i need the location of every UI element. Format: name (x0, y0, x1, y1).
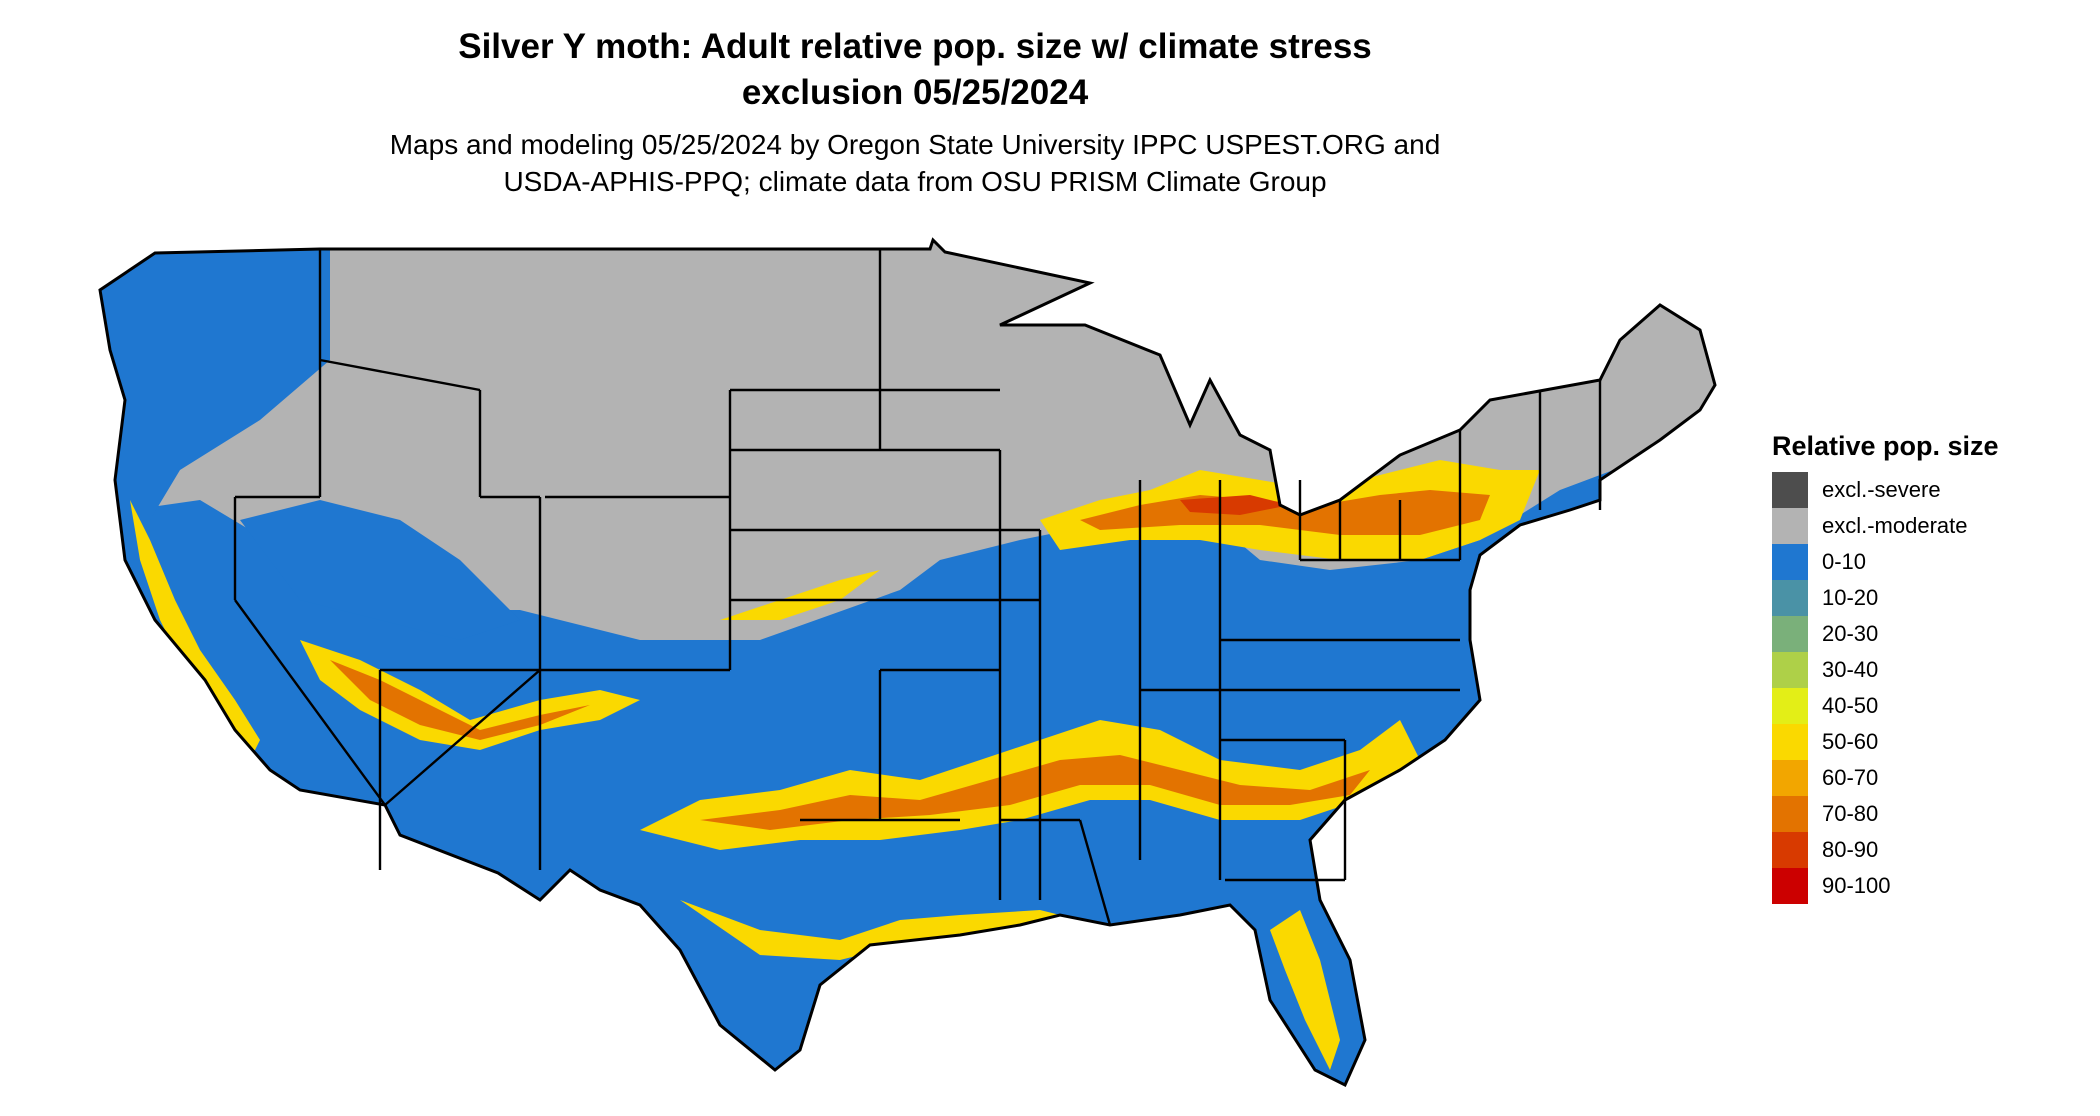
map-subtitle-line-2: USDA-APHIS-PPQ; climate data from OSU PR… (503, 166, 1327, 197)
legend-item: excl.-severe (1772, 472, 2072, 508)
legend-label: 40-50 (1822, 693, 1879, 718)
legend-label: 0-10 (1822, 549, 1867, 574)
legend-label: excl.-severe (1822, 477, 1941, 502)
map-title-line-1: Silver Y moth: Adult relative pop. size … (458, 27, 1372, 66)
pacific-low-zone (100, 250, 330, 520)
legend-item: 80-90 (1772, 832, 2072, 868)
legend-label: 80-90 (1822, 837, 1879, 862)
legend-label: 90-100 (1822, 873, 1891, 898)
basin-low-zone (240, 500, 520, 640)
legend-swatch (1772, 688, 1808, 724)
plains-band-yellow (720, 570, 880, 620)
legend-item: excl.-moderate (1772, 508, 2072, 544)
southern-band-orange (700, 755, 1370, 830)
southwest-band-yellow (300, 640, 640, 750)
legend-label: 60-70 (1822, 765, 1879, 790)
legend-label: excl.-moderate (1822, 513, 1968, 538)
northern-band-red (1180, 495, 1290, 515)
legend-swatch (1772, 472, 1808, 508)
legend-item: 20-30 (1772, 616, 2072, 652)
legend-label: 30-40 (1822, 657, 1879, 682)
southwest-band-orange (330, 660, 590, 740)
legend-items: excl.-severe excl.-moderate 0-10 10-20 20-30… (1772, 472, 2072, 904)
legend-item: 70-80 (1772, 796, 2072, 832)
legend-swatch (1772, 724, 1808, 760)
legend-swatch (1772, 616, 1808, 652)
legend-swatch (1772, 652, 1808, 688)
legend-swatch (1772, 580, 1808, 616)
map-subtitle-line-1: Maps and modeling 05/25/2024 by Oregon S… (389, 129, 1441, 160)
legend-item: 10-20 (1772, 580, 2072, 616)
legend-label: 20-30 (1822, 621, 1879, 646)
legend-item: 30-40 (1772, 652, 2072, 688)
us-map (90, 225, 1760, 1115)
legend-swatch (1772, 868, 1808, 904)
us-map-svg (98, 238, 1717, 1087)
legend-swatch (1772, 760, 1808, 796)
legend-item: 90-100 (1772, 868, 2072, 904)
legend-item: 50-60 (1772, 724, 2072, 760)
state-borders (233, 250, 1602, 926)
legend-title: Relative pop. size (1772, 431, 1999, 461)
gulf-band-yellow (680, 900, 1100, 960)
legend-swatch (1772, 544, 1808, 580)
florida-band-yellow (1270, 910, 1340, 1070)
california-band-yellow (130, 500, 260, 760)
legend-label: 70-80 (1822, 801, 1879, 826)
legend-item: 0-10 (1772, 544, 2072, 580)
legend-label: 10-20 (1822, 585, 1879, 610)
legend-swatch (1772, 796, 1808, 832)
legend-swatch (1772, 832, 1808, 868)
legend: Relative pop. size excl.-severe excl.-mod… (1772, 428, 2072, 904)
legend-item: 60-70 (1772, 760, 2072, 796)
map-title-line-2: exclusion 05/25/2024 (741, 73, 1089, 112)
legend-item: 40-50 (1772, 688, 2072, 724)
legend-swatch (1772, 508, 1808, 544)
legend-label: 50-60 (1822, 729, 1879, 754)
